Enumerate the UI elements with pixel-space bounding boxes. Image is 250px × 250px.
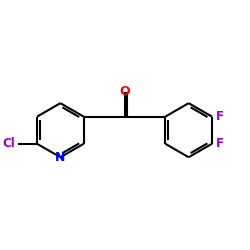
Text: O: O bbox=[119, 85, 130, 98]
Text: F: F bbox=[216, 110, 224, 123]
Text: F: F bbox=[216, 137, 224, 150]
Text: N: N bbox=[55, 151, 66, 164]
Text: Cl: Cl bbox=[2, 137, 15, 150]
